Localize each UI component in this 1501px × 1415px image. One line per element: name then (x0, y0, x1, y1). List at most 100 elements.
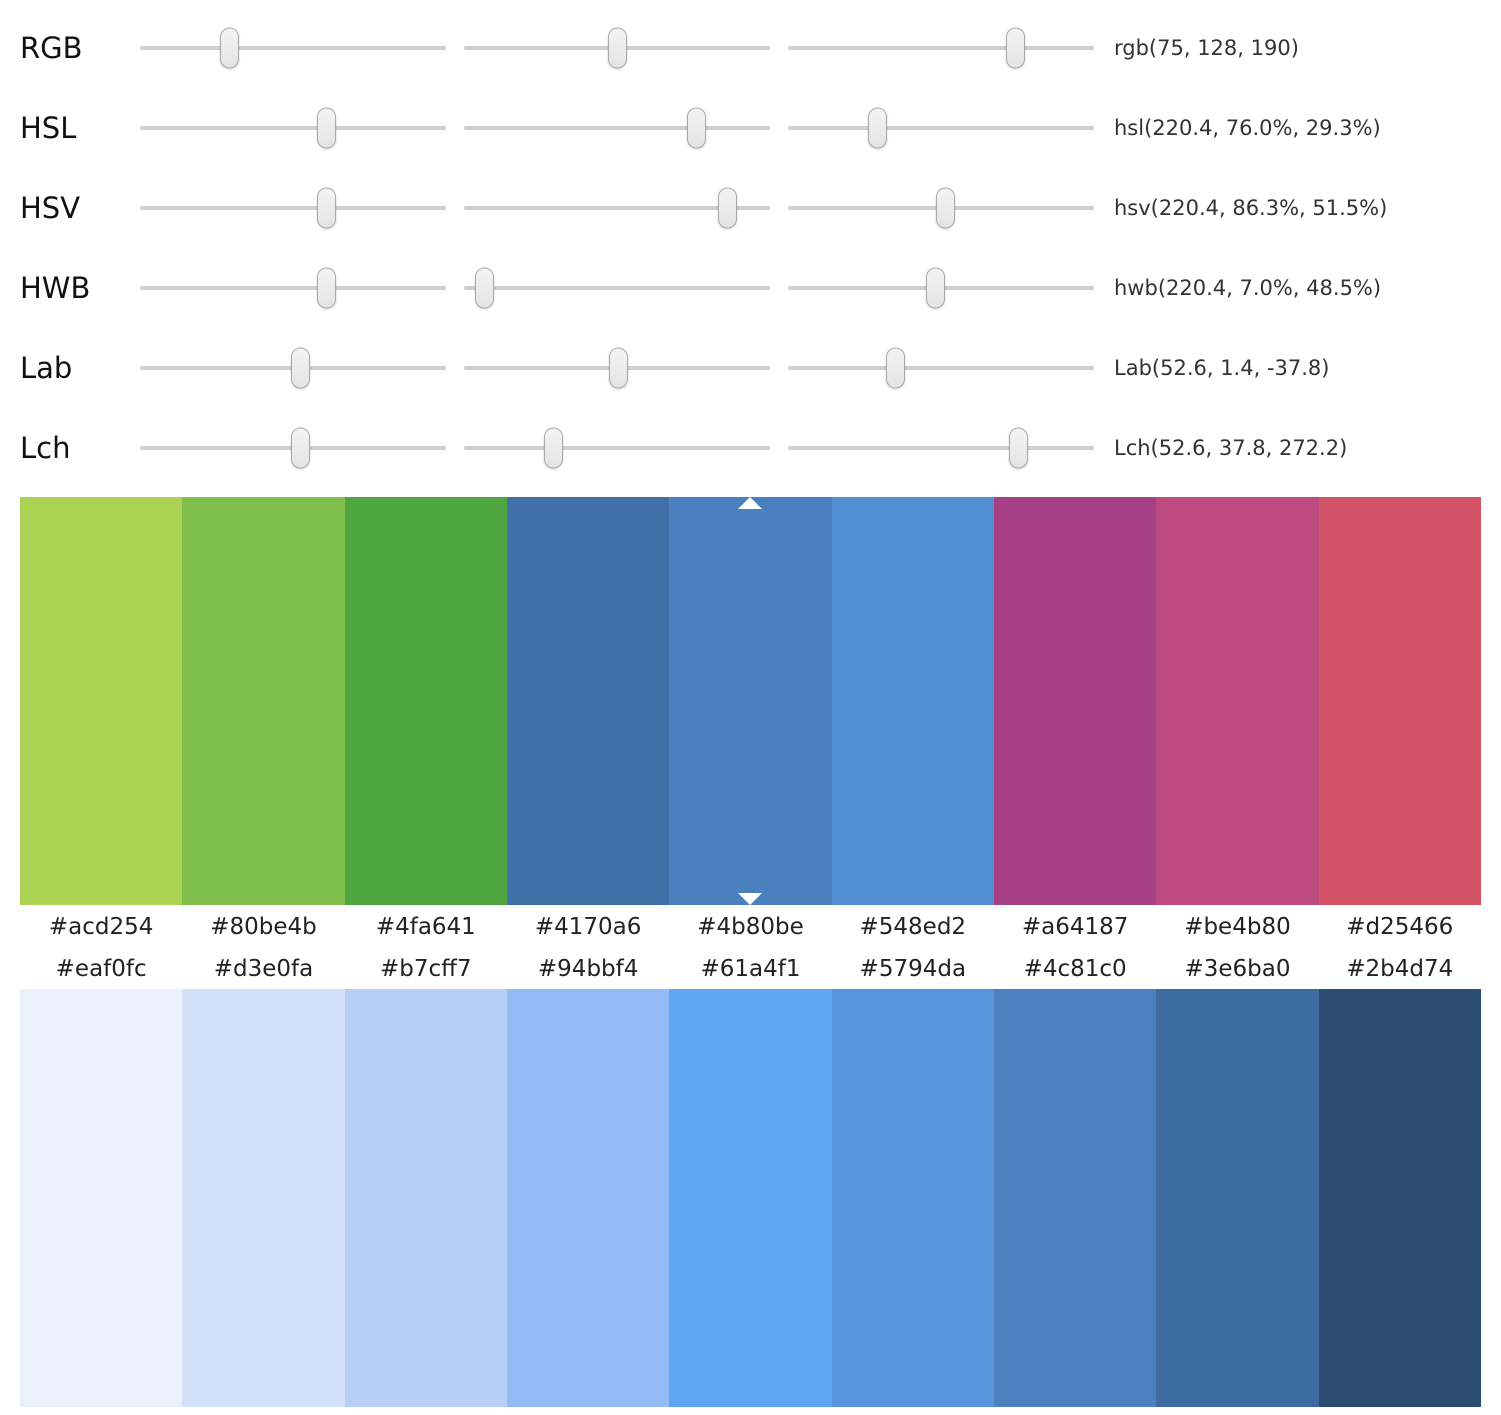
lch-slider-l[interactable] (140, 424, 446, 472)
rgb-label: RGB (20, 31, 83, 65)
slider-handle[interactable] (317, 267, 337, 309)
palette-top-swatch-5[interactable] (831, 497, 994, 905)
slider-handle[interactable] (317, 187, 337, 229)
slider-track[interactable] (464, 126, 770, 130)
lch-slider-h[interactable] (788, 424, 1094, 472)
hwb-value-text: hwb(220.4, 7.0%, 48.5%) (1114, 276, 1382, 300)
palette-top-swatch-1[interactable] (182, 497, 345, 905)
slider-track[interactable] (788, 446, 1094, 450)
palette-top-swatch-3[interactable] (506, 497, 670, 905)
slider-handle[interactable] (317, 107, 337, 149)
hsl-label: HSL (20, 111, 77, 145)
hex-label: #80be4b (210, 914, 317, 940)
hex-label: #b7cff7 (380, 956, 472, 982)
lch-slider-c[interactable] (464, 424, 770, 472)
lab-value-text: Lab(52.6, 1.4, -37.8) (1114, 356, 1330, 380)
slider-handle[interactable] (544, 427, 564, 469)
hsv-slider-v[interactable] (788, 184, 1094, 232)
hsv-label: HSV (20, 191, 81, 225)
palette-top-labels: #acd254 #80be4b #4fa641 #4170a6 #4b80be … (20, 905, 1481, 949)
slider-handle[interactable] (926, 267, 946, 309)
slider-row-hwb: HWB hwb(220.4, 7.0%, 48.5%) (0, 248, 1501, 328)
slider-handle[interactable] (867, 107, 887, 149)
slider-track[interactable] (464, 206, 770, 210)
hex-label: #d3e0fa (213, 956, 314, 982)
palette-top-swatch-6[interactable] (993, 497, 1157, 905)
palette-bottom-swatch-7[interactable] (1156, 989, 1319, 1407)
hsl-slider-l[interactable] (788, 104, 1094, 152)
palette-bottom-labels: #eaf0fc #d3e0fa #b7cff7 #94bbf4 #61a4f1 … (20, 949, 1481, 989)
hex-label: #4c81c0 (1023, 956, 1127, 982)
hex-label: #acd254 (48, 914, 154, 940)
hwb-slider-w[interactable] (464, 264, 770, 312)
slider-handle[interactable] (686, 107, 706, 149)
hwb-slider-h[interactable] (140, 264, 446, 312)
rgb-slider-r[interactable] (140, 24, 446, 72)
palette-bottom-swatch-8[interactable] (1318, 989, 1481, 1407)
hsv-slider-h[interactable] (140, 184, 446, 232)
palette-top-swatch-4-selected[interactable] (669, 497, 832, 905)
palette-top-swatch-0[interactable] (20, 497, 183, 905)
lab-slider-a[interactable] (464, 344, 770, 392)
palette-bottom-swatch-1[interactable] (182, 989, 345, 1407)
selected-marker-top (738, 497, 763, 509)
hex-label: #a64187 (1021, 914, 1129, 940)
slider-track[interactable] (788, 126, 1094, 130)
palette-bottom-swatch-2[interactable] (344, 989, 507, 1407)
rgb-slider-g[interactable] (464, 24, 770, 72)
hex-label: #be4b80 (1184, 914, 1291, 940)
slider-track[interactable] (788, 46, 1094, 50)
hwb-slider-b[interactable] (788, 264, 1094, 312)
slider-track[interactable] (464, 446, 770, 450)
slider-handle[interactable] (1005, 27, 1025, 69)
slider-handle[interactable] (475, 267, 495, 309)
slider-row-hsv: HSV hsv(220.4, 86.3%, 51.5%) (0, 168, 1501, 248)
slider-track[interactable] (788, 366, 1094, 370)
hex-label: #61a4f1 (700, 956, 801, 982)
slider-row-hsl: HSL hsl(220.4, 76.0%, 29.3%) (0, 88, 1501, 168)
slider-row-rgb: RGB rgb(75, 128, 190) (0, 8, 1501, 88)
slider-handle[interactable] (935, 187, 955, 229)
palette-top (20, 497, 1481, 905)
slider-track[interactable] (140, 46, 446, 50)
slider-handle[interactable] (608, 347, 628, 389)
hsl-slider-s[interactable] (464, 104, 770, 152)
slider-handle[interactable] (885, 347, 905, 389)
rgb-slider-b[interactable] (788, 24, 1094, 72)
hex-label: #94bbf4 (537, 956, 639, 982)
hex-label: #4170a6 (534, 914, 642, 940)
hex-label: #eaf0fc (55, 956, 147, 982)
sliders-panel: RGB rgb(75, 128, 190) HSL (0, 0, 1501, 488)
hsl-slider-h[interactable] (140, 104, 446, 152)
slider-track[interactable] (140, 126, 446, 130)
lch-label: Lch (20, 431, 71, 465)
slider-handle[interactable] (290, 347, 310, 389)
palette-bottom-swatch-6[interactable] (993, 989, 1157, 1407)
hex-label: #548ed2 (859, 914, 967, 940)
slider-handle[interactable] (607, 27, 627, 69)
hsv-slider-s[interactable] (464, 184, 770, 232)
palette-bottom-swatch-3[interactable] (506, 989, 670, 1407)
palette-bottom-swatch-0[interactable] (20, 989, 183, 1407)
slider-handle[interactable] (219, 27, 239, 69)
palette-bottom-swatch-5[interactable] (831, 989, 994, 1407)
slider-handle[interactable] (1009, 427, 1029, 469)
palette-top-swatch-2[interactable] (344, 497, 507, 905)
selected-marker-bottom (738, 893, 763, 905)
hex-label: #5794da (859, 956, 967, 982)
slider-track[interactable] (140, 286, 446, 290)
hex-label: #2b4d74 (1346, 956, 1454, 982)
slider-track[interactable] (464, 286, 770, 290)
slider-handle[interactable] (290, 427, 310, 469)
hex-label: #3e6ba0 (1184, 956, 1291, 982)
palette-bottom-swatch-4[interactable] (669, 989, 832, 1407)
palette-top-swatch-8[interactable] (1318, 497, 1481, 905)
slider-handle[interactable] (718, 187, 738, 229)
slider-row-lab: Lab Lab(52.6, 1.4, -37.8) (0, 328, 1501, 408)
lab-slider-b[interactable] (788, 344, 1094, 392)
slider-track[interactable] (140, 206, 446, 210)
hwb-label: HWB (20, 271, 91, 305)
lab-slider-l[interactable] (140, 344, 446, 392)
palette-top-swatch-7[interactable] (1156, 497, 1319, 905)
